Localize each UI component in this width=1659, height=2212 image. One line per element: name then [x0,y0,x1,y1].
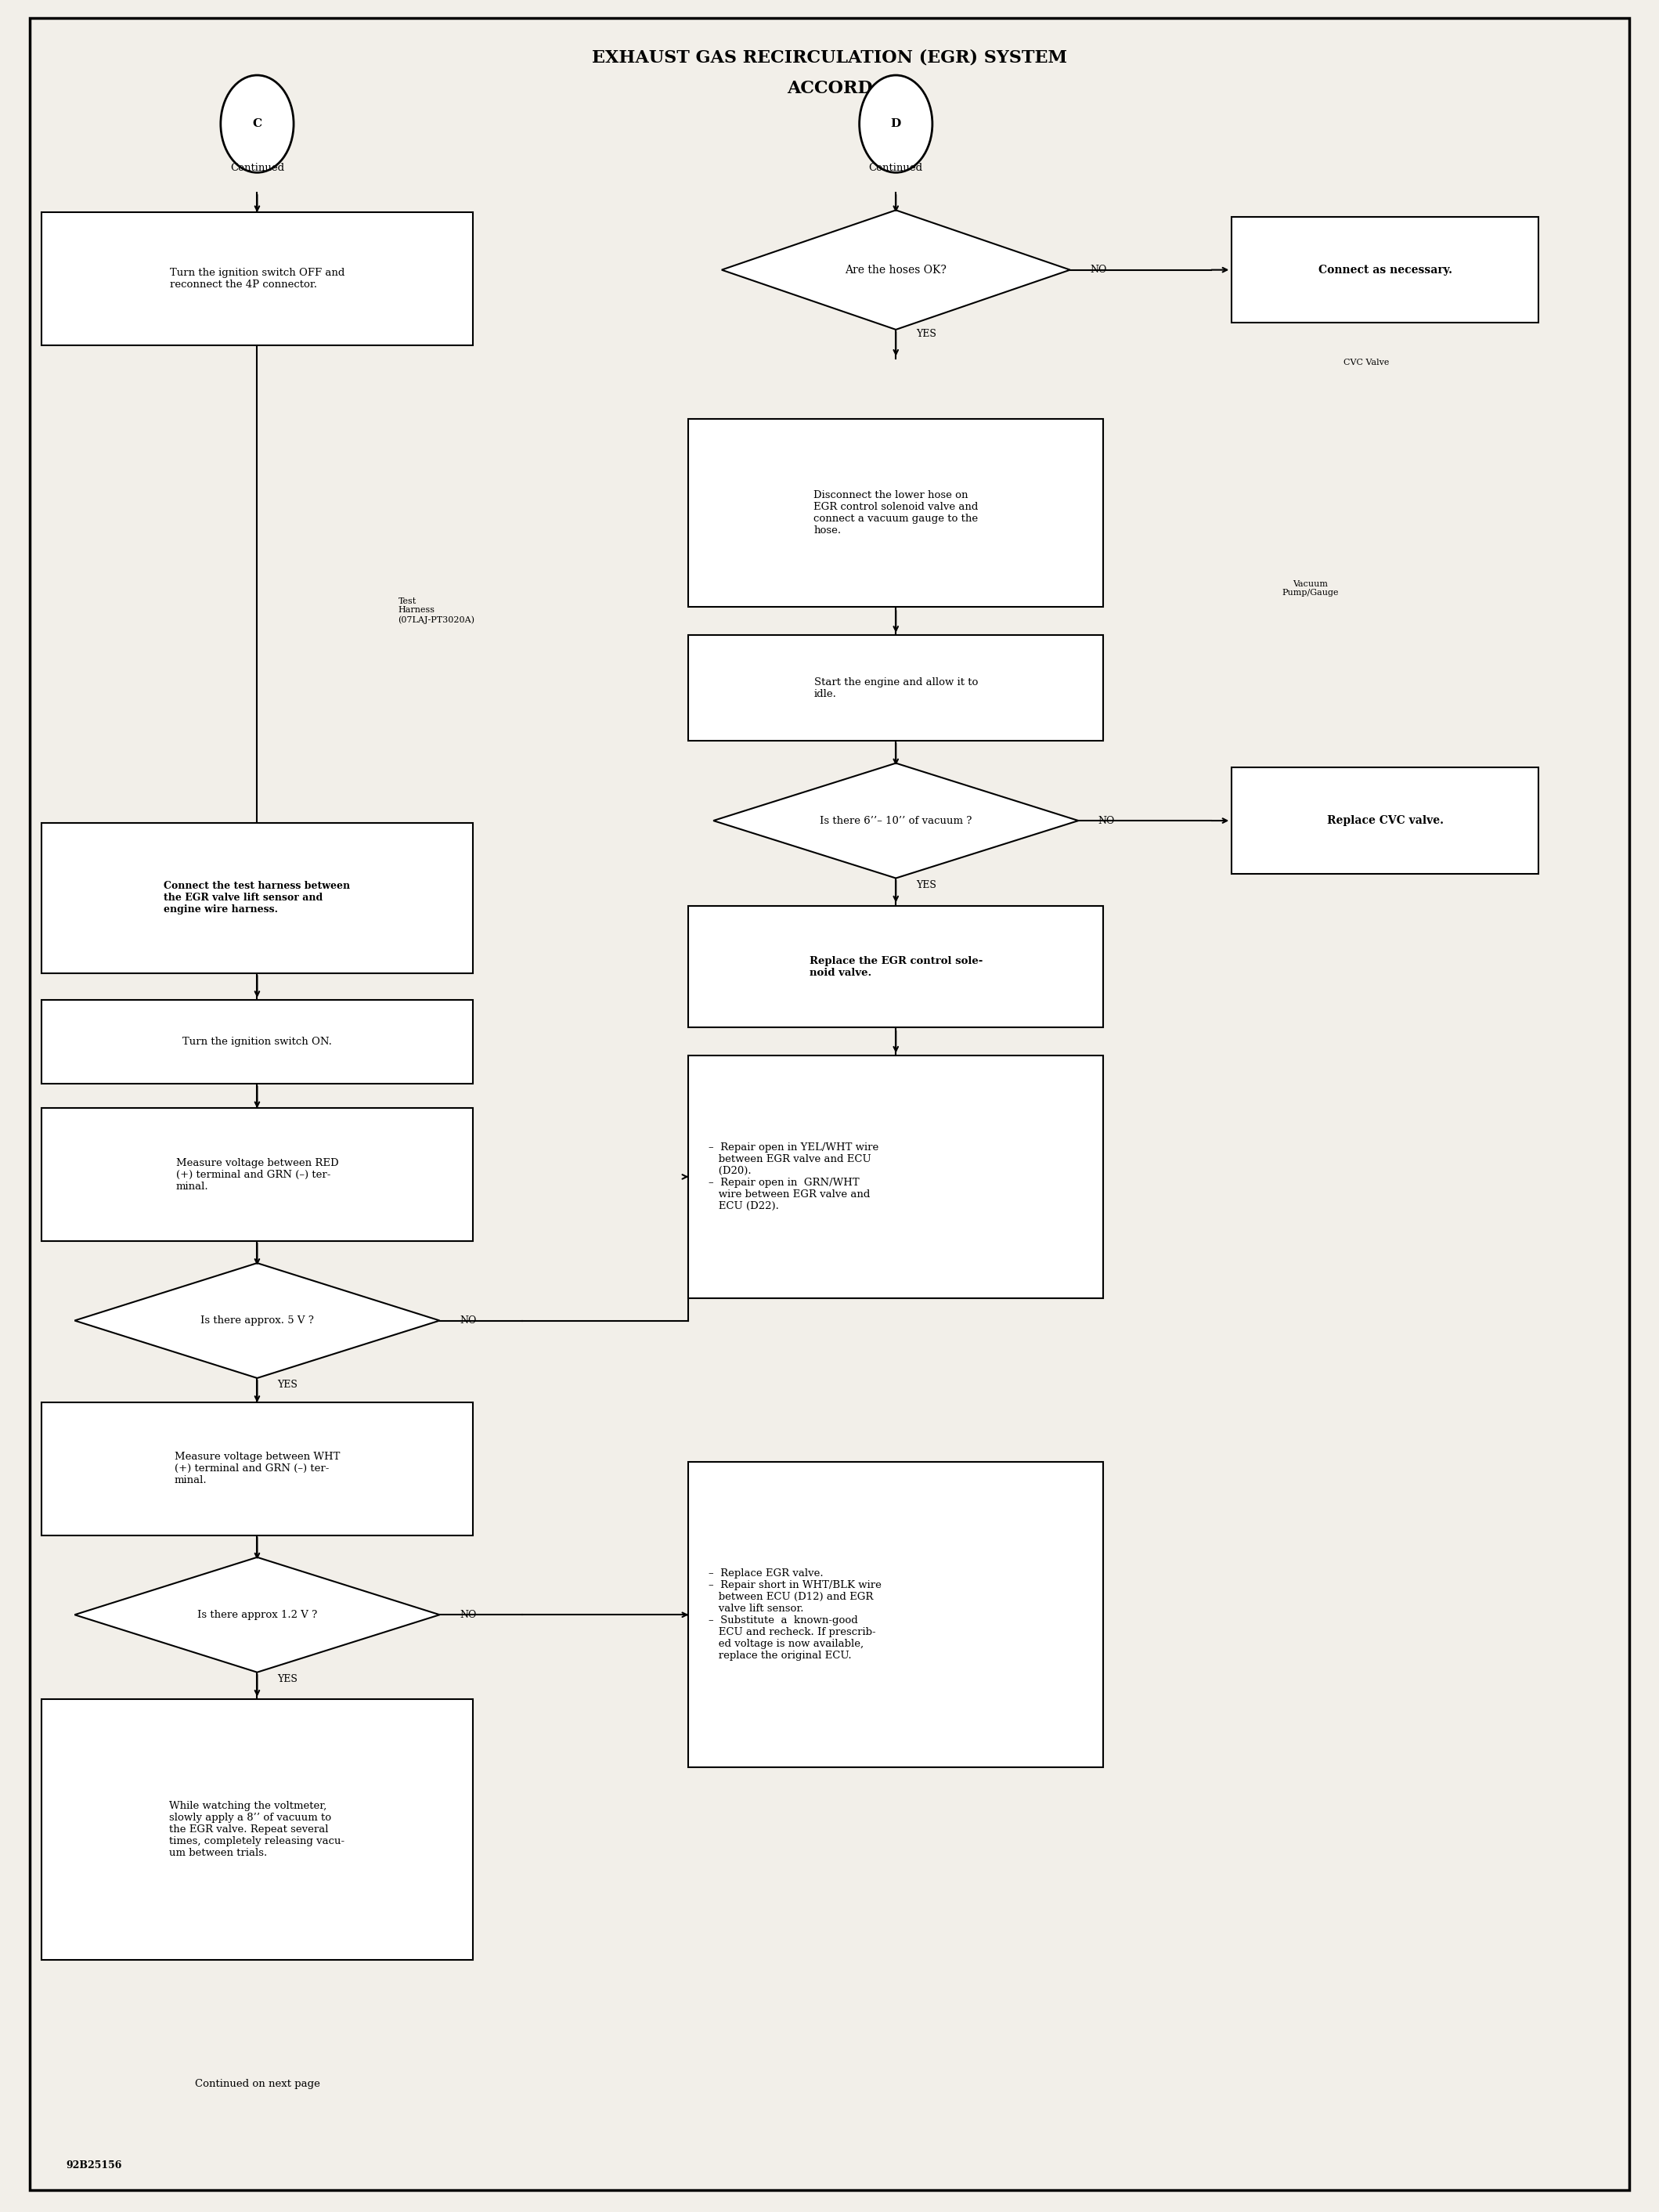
Text: EXHAUST GAS RECIRCULATION (EGR) SYSTEM: EXHAUST GAS RECIRCULATION (EGR) SYSTEM [592,49,1067,66]
Text: CVC Valve: CVC Valve [1344,358,1390,367]
Text: Is there approx. 5 V ?: Is there approx. 5 V ? [201,1316,314,1325]
Text: Turn the ignition switch ON.: Turn the ignition switch ON. [182,1037,332,1046]
Text: ACCORD: ACCORD [786,80,873,97]
Text: NO: NO [1090,265,1107,274]
Text: Continued: Continued [231,164,284,173]
FancyBboxPatch shape [41,1402,473,1535]
FancyBboxPatch shape [41,212,473,345]
Text: While watching the voltmeter,
slowly apply a 8’’ of vacuum to
the EGR valve. Rep: While watching the voltmeter, slowly app… [169,1801,345,1858]
Text: YES: YES [916,330,936,338]
Text: Connect as necessary.: Connect as necessary. [1319,265,1452,274]
Text: –  Repair open in YEL/WHT wire
   between EGR valve and ECU
   (D20).
–  Repair : – Repair open in YEL/WHT wire between EG… [708,1141,879,1212]
Text: Disconnect the lower hose on
EGR control solenoid valve and
connect a vacuum gau: Disconnect the lower hose on EGR control… [813,491,979,535]
FancyBboxPatch shape [688,907,1103,1026]
Text: Are the hoses OK?: Are the hoses OK? [844,265,947,274]
FancyBboxPatch shape [688,1055,1103,1298]
Circle shape [859,75,932,173]
Text: NO: NO [460,1610,476,1619]
Text: Continued on next page: Continued on next page [194,2079,320,2088]
Polygon shape [75,1263,440,1378]
Text: EGR
Control
Solenoid
Valve: EGR Control Solenoid Valve [990,460,1029,495]
Text: Replace the EGR control sole-
noid valve.: Replace the EGR control sole- noid valve… [810,956,982,978]
Text: Measure voltage between WHT
(+) terminal and GRN (–) ter-
minal.: Measure voltage between WHT (+) terminal… [174,1451,340,1486]
Text: Is there 6’’– 10’’ of vacuum ?: Is there 6’’– 10’’ of vacuum ? [820,816,972,825]
FancyBboxPatch shape [688,635,1103,741]
FancyBboxPatch shape [41,1000,473,1084]
Text: D: D [891,119,901,128]
FancyBboxPatch shape [41,823,473,973]
FancyBboxPatch shape [1231,217,1540,323]
Text: C: C [252,119,262,128]
FancyBboxPatch shape [688,1462,1103,1767]
Text: 92B25156: 92B25156 [66,2161,123,2170]
FancyBboxPatch shape [688,420,1103,606]
Text: –  Replace EGR valve.
–  Repair short in WHT/BLK wire
   between ECU (D12) and E: – Replace EGR valve. – Repair short in W… [708,1568,881,1661]
Polygon shape [75,1557,440,1672]
Polygon shape [722,210,1070,330]
FancyBboxPatch shape [1231,768,1540,874]
Text: YES: YES [916,880,936,889]
Text: YES: YES [277,1674,297,1683]
Text: Measure voltage between RED
(+) terminal and GRN (–) ter-
minal.: Measure voltage between RED (+) terminal… [176,1157,338,1192]
Text: Continued: Continued [869,164,922,173]
FancyBboxPatch shape [41,1108,473,1241]
Text: Replace CVC valve.: Replace CVC valve. [1327,816,1443,825]
Polygon shape [713,763,1078,878]
Text: Is there approx 1.2 V ?: Is there approx 1.2 V ? [197,1610,317,1619]
Text: Turn the ignition switch OFF and
reconnect the 4P connector.: Turn the ignition switch OFF and reconne… [169,268,345,290]
Circle shape [221,75,294,173]
Text: Test
Harness
(07LAJ-PT3020A): Test Harness (07LAJ-PT3020A) [398,597,474,624]
Text: Start the engine and allow it to
idle.: Start the engine and allow it to idle. [815,677,977,699]
Text: Vacuum
Pump/Gauge: Vacuum Pump/Gauge [1282,580,1339,597]
Text: YES: YES [277,1380,297,1389]
Text: Connect the test harness between
the EGR valve lift sensor and
engine wire harne: Connect the test harness between the EGR… [164,880,350,916]
Text: NO: NO [460,1316,476,1325]
Text: NO: NO [1098,816,1115,825]
FancyBboxPatch shape [41,1699,473,1960]
